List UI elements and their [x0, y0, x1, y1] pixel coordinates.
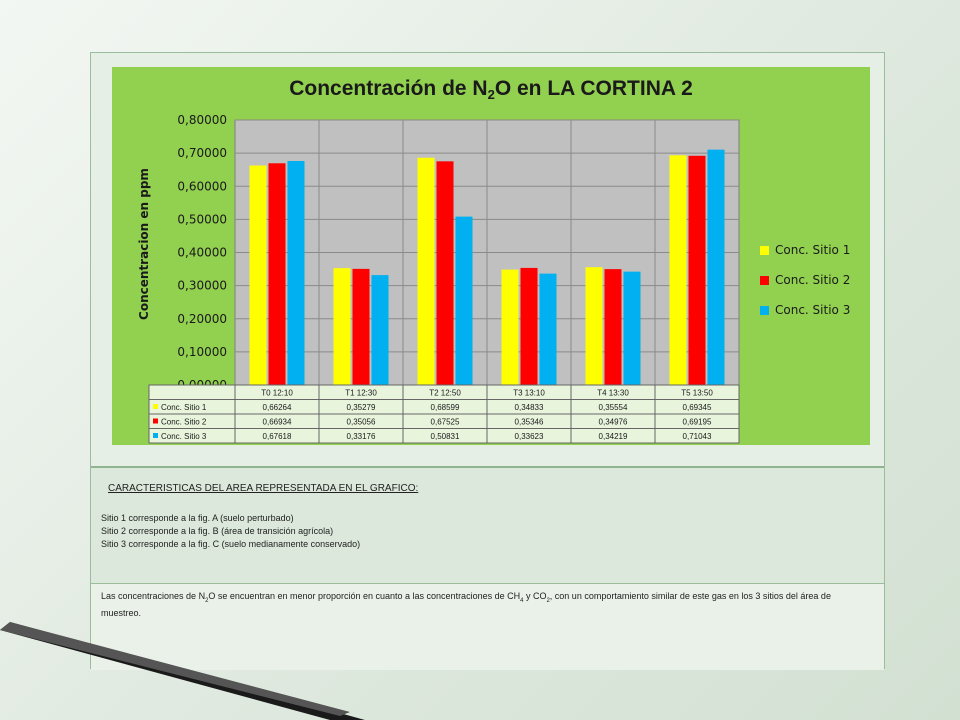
decorative-arrow: [0, 622, 365, 720]
legend-swatch: [760, 305, 769, 315]
table-data-value: 0,69345: [683, 403, 712, 412]
bar-series-2: [268, 163, 286, 385]
legend-label: Conc. Sitio 3: [775, 303, 851, 317]
bar-chart-plot: 0,000000,100000,200000,300000,400000,500…: [148, 113, 740, 444]
bar-series-1: [585, 267, 603, 385]
conclusion-text: Las concentraciones de N2O se encuentran…: [101, 590, 871, 619]
table-data-value: 0,67525: [431, 418, 460, 427]
bar-series-1: [417, 157, 435, 385]
table-legend-key: [153, 418, 158, 424]
x-category-label: T1 12:30: [345, 389, 377, 398]
bar-series-3: [455, 216, 473, 385]
chart-title-subscript: 2: [487, 87, 495, 102]
bar-series-2: [688, 155, 706, 385]
table-data-value: 0,34219: [599, 432, 628, 441]
chart-title-rest: O en LA CORTINA 2: [494, 77, 693, 100]
bar-series-2: [436, 161, 454, 385]
table-series-name: Conc. Sitio 3: [161, 432, 207, 441]
table-data-value: 0,50831: [431, 432, 460, 441]
table-data-value: 0,33176: [347, 432, 376, 441]
table-series-name: Conc. Sitio 1: [161, 403, 207, 412]
arrow-highlight: [0, 622, 350, 716]
table-data-value: 0,66934: [263, 418, 292, 427]
table-legend-key: [153, 404, 158, 409]
table-data-value: 0,34976: [599, 418, 628, 427]
legend-item-sitio-2: Conc. Sitio 2: [760, 265, 850, 295]
table-data-value: 0,35554: [599, 403, 628, 412]
table-legend-key: [153, 433, 158, 438]
chart-legend: Conc. Sitio 1 Conc. Sitio 2 Conc. Sitio 3: [760, 235, 850, 325]
sitio-3-description: Sitio 3 corresponde a la fig. C (suelo m…: [101, 539, 361, 549]
characteristics-section: CARACTERISTICAS DEL AREA REPRESENTADA EN…: [91, 468, 884, 582]
chart-panel: Concentración de N2O en LA CORTINA 2 Con…: [112, 67, 870, 445]
x-category-label: T3 13:10: [513, 389, 545, 398]
conclusion-section: Las concentraciones de N2O se encuentran…: [91, 583, 884, 670]
x-category-label: T2 12:50: [429, 389, 461, 398]
bar-series-3: [623, 271, 641, 385]
bar-series-1: [249, 165, 267, 385]
bar-series-3: [287, 161, 305, 385]
slide-frame: Concentración de N2O en LA CORTINA 2 Con…: [90, 52, 885, 670]
bar-series-2: [604, 269, 622, 385]
sitio-2-description: Sitio 2 corresponde a la fig. B (área de…: [101, 526, 334, 536]
bar-series-3: [371, 275, 389, 385]
characteristics-title: CARACTERISTICAS DEL AREA REPRESENTADA EN…: [108, 483, 419, 494]
bar-series-1: [669, 155, 687, 385]
table-data-value: 0,68599: [431, 403, 460, 412]
legend-item-sitio-3: Conc. Sitio 3: [760, 295, 850, 325]
chart-title-main: Concentración de N: [289, 77, 488, 100]
x-category-label: T4 13:30: [597, 389, 629, 398]
y-tick-label: 0,40000: [177, 246, 227, 260]
conclusion-part-1: Las concentraciones de N: [101, 591, 206, 601]
y-tick-label: 0,50000: [177, 212, 227, 226]
table-data-value: 0,71043: [683, 432, 712, 441]
conclusion-part-4: , con un comportamiento similar de este …: [101, 591, 831, 618]
table-data-value: 0,67618: [263, 432, 292, 441]
bar-series-3: [539, 273, 557, 385]
conclusion-part-3: y CO: [523, 591, 547, 601]
table-data-value: 0,33623: [515, 432, 544, 441]
table-data-value: 0,66264: [263, 403, 292, 412]
y-tick-label: 0,70000: [177, 146, 227, 160]
conclusion-sub-2: 4: [520, 597, 524, 604]
legend-swatch: [760, 245, 769, 255]
bar-series-1: [333, 268, 351, 385]
legend-label: Conc. Sitio 1: [775, 243, 851, 257]
conclusion-part-2: O se encuentran en menor proporción en c…: [208, 591, 521, 601]
chart-band: Concentración de N2O en LA CORTINA 2 Con…: [91, 53, 884, 468]
conclusion-sub-3: 2: [546, 597, 550, 604]
x-category-label: T0 12:10: [261, 389, 293, 398]
bar-series-1: [501, 269, 519, 385]
table-data-value: 0,35279: [347, 403, 376, 412]
x-category-label: T5 13:50: [681, 389, 713, 398]
bar-series-2: [352, 268, 370, 385]
conclusion-sub-1: 2: [205, 597, 209, 604]
chart-title: Concentración de N2O en LA CORTINA 2: [112, 77, 870, 102]
bar-series-2: [520, 267, 538, 385]
legend-label: Conc. Sitio 2: [775, 273, 851, 287]
table-data-value: 0,69195: [683, 418, 712, 427]
y-tick-label: 0,30000: [177, 279, 227, 293]
table-series-name: Conc. Sitio 2: [161, 418, 207, 427]
table-data-value: 0,34833: [515, 403, 544, 412]
y-tick-label: 0,60000: [177, 179, 227, 193]
table-data-value: 0,35346: [515, 418, 544, 427]
legend-swatch: [760, 275, 769, 285]
sitio-1-description: Sitio 1 corresponde a la fig. A (suelo p…: [101, 513, 294, 523]
bar-series-3: [707, 149, 725, 385]
y-tick-label: 0,80000: [177, 113, 227, 127]
legend-item-sitio-1: Conc. Sitio 1: [760, 235, 850, 265]
y-tick-label: 0,10000: [177, 345, 227, 359]
table-data-value: 0,35056: [347, 418, 376, 427]
y-tick-label: 0,20000: [177, 312, 227, 326]
